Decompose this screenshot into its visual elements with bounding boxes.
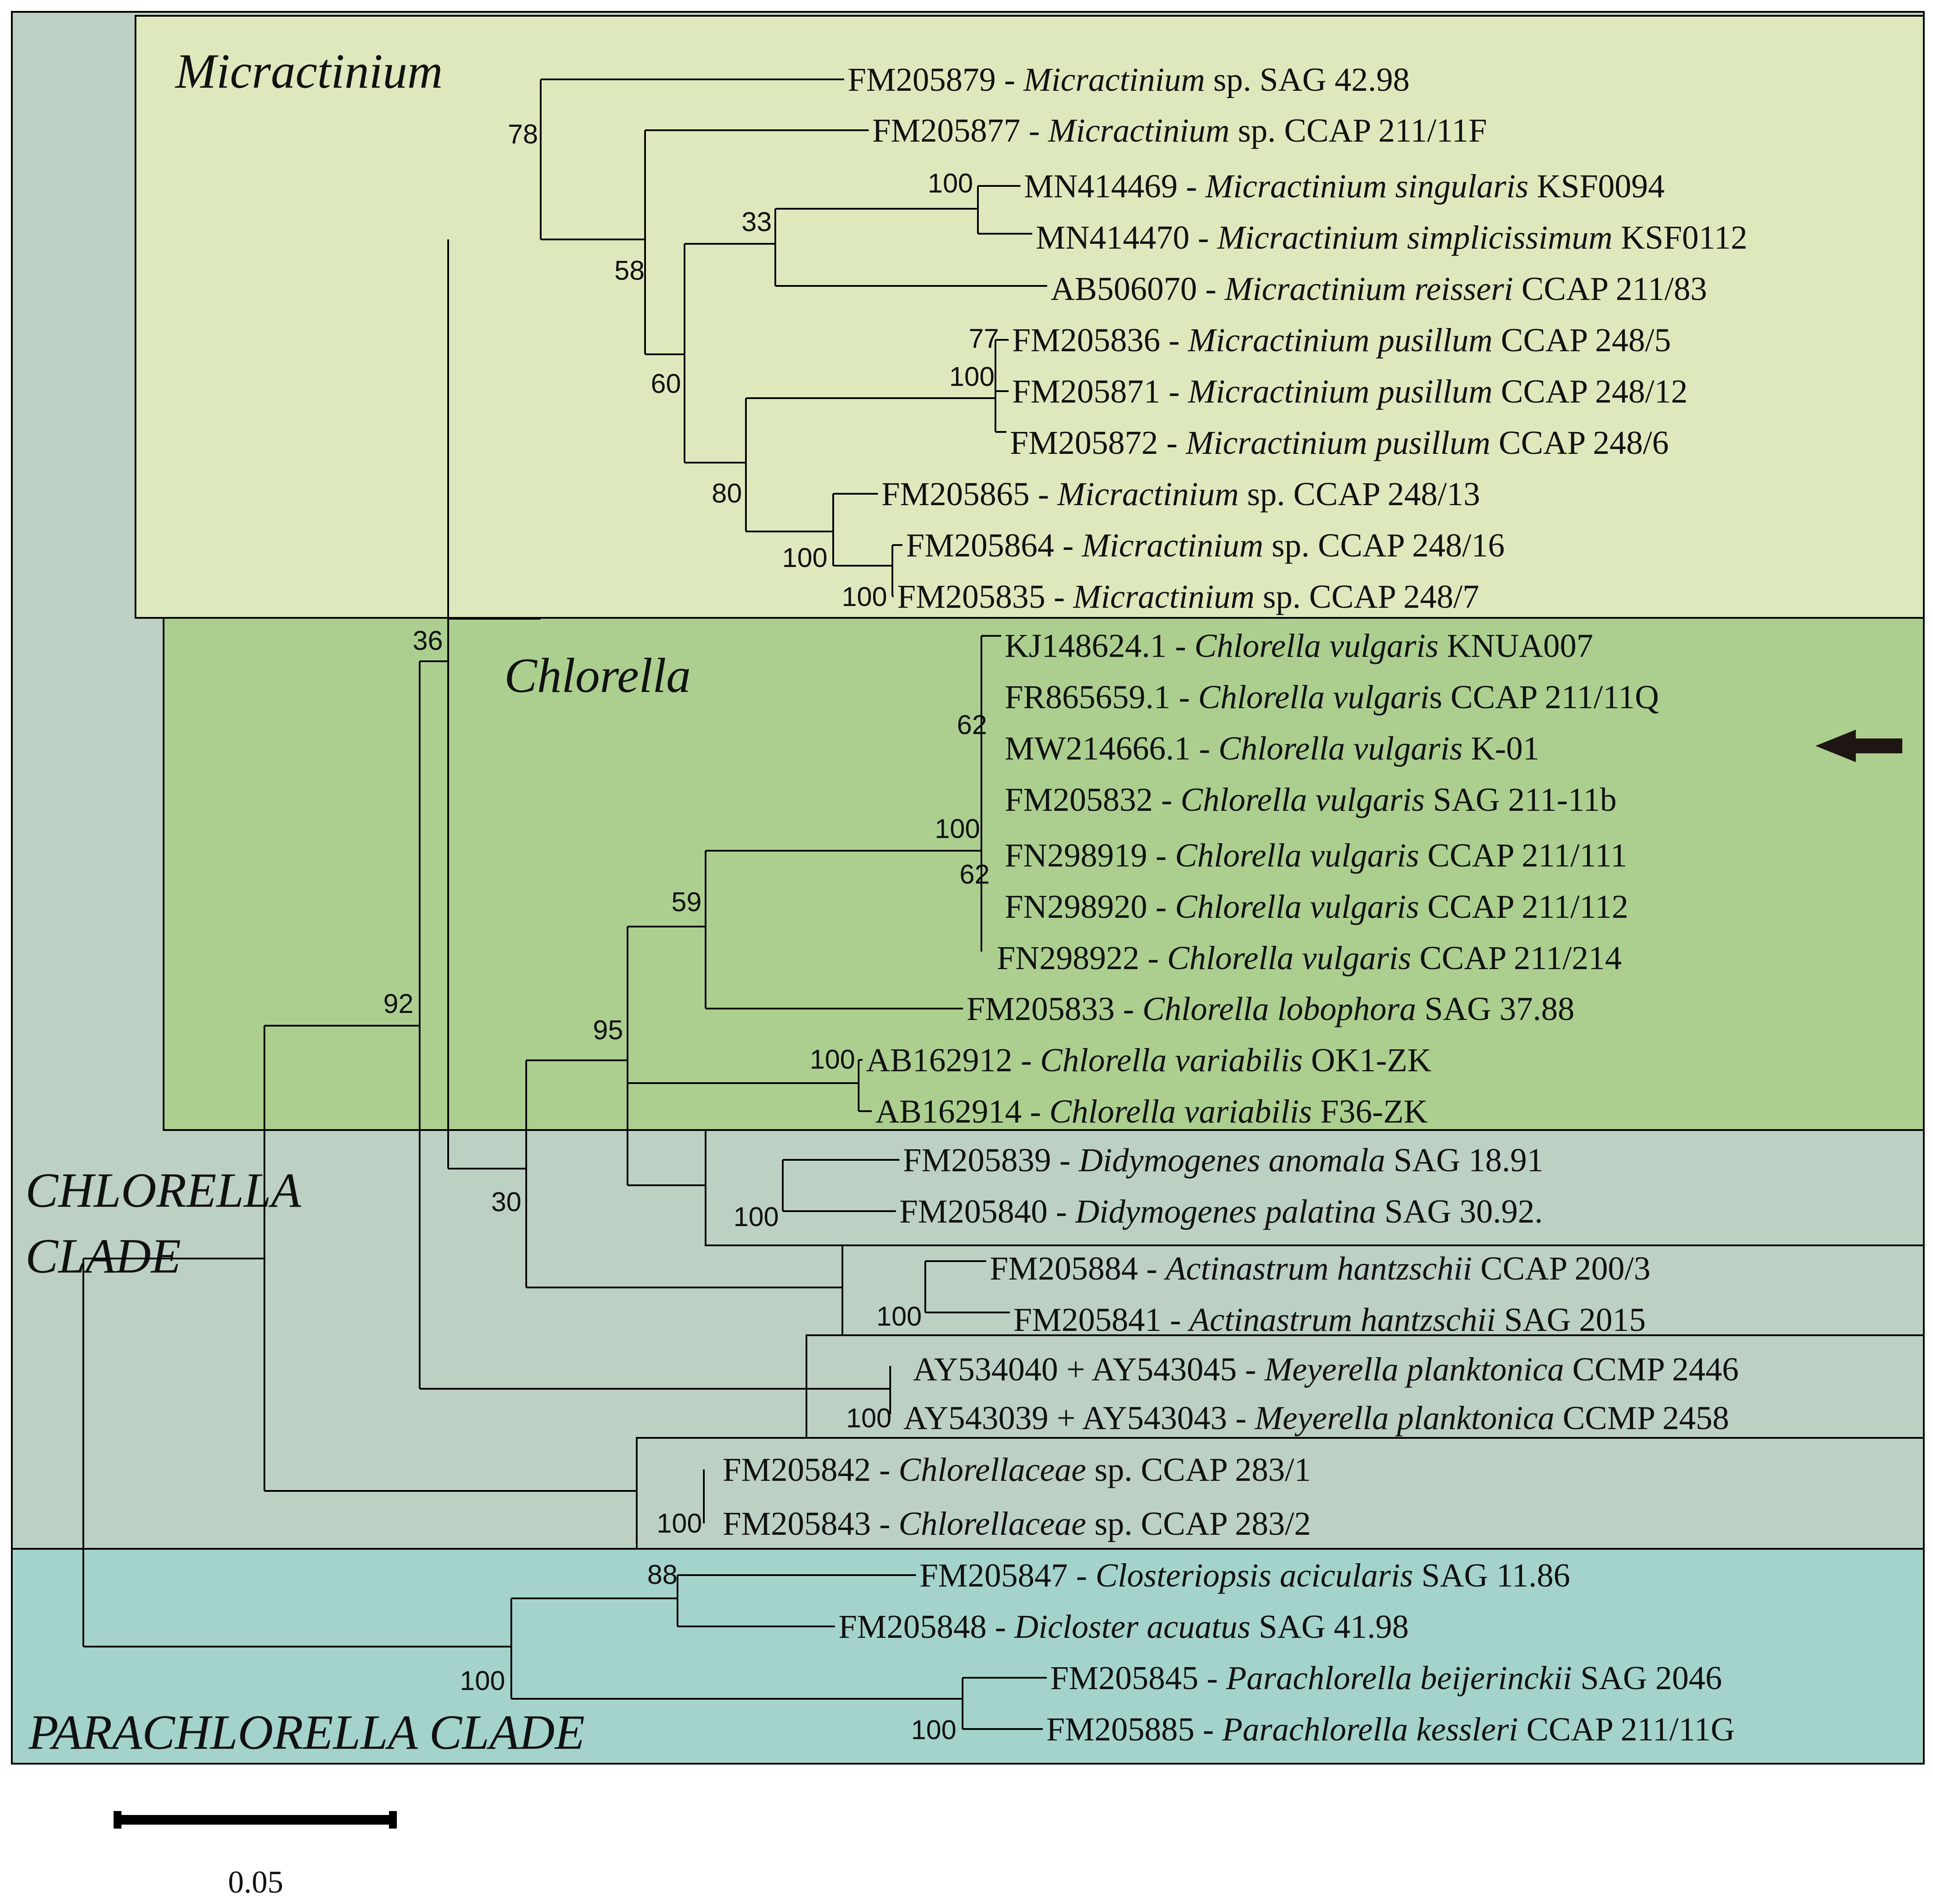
taxon-label: FR865659.1 - Chlorella vulgaris CCAP 211… [1005,679,1659,716]
taxon-label: FM205841 - Actinastrum hantzschii SAG 20… [1013,1301,1646,1338]
taxon-label: AY543039 + AY543043 - Meyerella plankton… [903,1400,1729,1437]
taxon-label: MN414469 - Micractinium singularis KSF00… [1024,168,1665,205]
bootstrap-value: 95 [593,1015,623,1045]
clade-label-chlorella-clade-1: CHLORELLA [25,1163,301,1218]
taxon-label: FM205872 - Micractinium pusillum CCAP 24… [1010,424,1669,461]
clade-label-chlorella-clade-2: CLADE [25,1229,181,1284]
taxon-label: FM205840 - Didymogenes palatina SAG 30.9… [899,1193,1543,1230]
clade-label-parachlorella-clade: PARACHLORELLA CLADE [28,1705,585,1760]
taxon-label: FN298919 - Chlorella vulgaris CCAP 211/1… [1005,837,1627,874]
taxon-label: FN298920 - Chlorella vulgaris CCAP 211/1… [1005,888,1628,925]
bootstrap-value: 36 [413,626,443,656]
bootstrap-value: 100 [810,1045,855,1075]
bootstrap-value: 58 [614,256,645,286]
scale-bar: 0.05 [114,1811,397,1900]
taxon-label: FM205833 - Chlorella lobophora SAG 37.88 [966,991,1574,1027]
bootstrap-value: 33 [742,207,772,237]
taxon-label: AB162912 - Chlorella variabilis OK1-ZK [866,1042,1431,1079]
taxon-label: FM205864 - Micractinium sp. CCAP 248/16 [906,527,1505,564]
chlorella-region [163,617,1925,1131]
bootstrap-value: 78 [508,119,538,150]
taxon-label: FM205871 - Micractinium pusillum CCAP 24… [1012,373,1688,410]
taxon-label: FN298922 - Chlorella vulgaris CCAP 211/2… [997,940,1622,977]
arrow-left-icon [1815,730,1902,762]
bootstrap-value: 100 [911,1715,956,1745]
taxon-label: KJ148624.1 - Chlorella vulgaris KNUA007 [1005,628,1593,664]
bootstrap-value: 100 [877,1301,922,1332]
bootstrap-value: 92 [383,989,414,1019]
bootstrap-value: 100 [460,1666,505,1696]
taxon-label: AB506070 - Micractinium reisseri CCAP 21… [1051,271,1707,307]
bootstrap-value: 77 [969,324,999,354]
clade-label-micractinium: Micractinium [175,44,443,99]
bootstrap-value: 30 [491,1187,521,1217]
bootstrap-value: 59 [671,887,702,917]
taxon-labels: FM205879 - Micractinium sp. SAG 42.98 FM2… [723,61,1748,1748]
taxon-label: FM205845 - Parachlorella beijerinckii SA… [1050,1660,1722,1697]
taxon-label: FM205839 - Didymogenes anomala SAG 18.91 [903,1142,1544,1179]
bootstrap-value: 62 [959,859,990,890]
taxon-label: MW214666.1 - Chlorella vulgaris K-01 [1005,730,1539,767]
bootstrap-value: 62 [957,710,987,740]
bootstrap-value: 100 [935,814,980,844]
clade-label-chlorella: Chlorella [504,649,691,703]
bootstrap-value: 60 [651,369,681,399]
taxon-label: FM205835 - Micractinium sp. CCAP 248/7 [897,578,1479,615]
bootstrap-value: 100 [657,1508,702,1539]
scale-bar-label: 0.05 [228,1865,283,1900]
taxon-label: FM205885 - Parachlorella kessleri CCAP 2… [1046,1711,1735,1748]
tree-branches [82,78,1047,1730]
taxon-label: FM205832 - Chlorella vulgaris SAG 211-11… [1005,781,1617,818]
bootstrap-value: 100 [846,1403,892,1433]
bootstrap-value: 100 [782,543,827,573]
taxon-label: FM205877 - Micractinium sp. CCAP 211/11F [872,112,1487,149]
taxon-label: MN414470 - Micractinium simplicissimum K… [1036,219,1748,256]
taxon-label: FM205848 - Diclоster acuatus SAG 41.98 [838,1608,1409,1645]
taxon-label: AB162914 - Chlorella variabilis F36-ZK [875,1093,1428,1130]
bootstrap-value: 100 [928,168,973,199]
taxon-label: FM205836 - Micractinium pusillum CCAP 24… [1012,322,1671,359]
taxon-label: FM205847 - Closteriopsis acicularis SAG … [920,1557,1570,1594]
taxon-label: FM205865 - Micractinium sp. CCAP 248/13 [881,476,1480,513]
bootstrap-values: 78 100 33 58 60 77 100 80 100 100 36 62 100 62 59 92 95 1… [383,119,999,1745]
bootstrap-value: 100 [734,1202,779,1232]
taxon-label: FM205884 - Actinastrum hantzschii CCAP 2… [990,1250,1651,1287]
taxon-label: AY534040 + AY543045 - Meyerella plankton… [913,1351,1739,1388]
parachlorella-clade-region [11,1548,1925,1765]
bootstrap-value: 80 [712,478,742,509]
taxon-label: FM205843 - Chlorellaceae sp. CCAP 283/2 [723,1505,1311,1542]
bootstrap-value: 88 [647,1560,678,1590]
bootstrap-value: 100 [949,362,995,392]
taxon-label: FM205842 - Chlorellaceae sp. CCAP 283/1 [723,1451,1311,1488]
taxon-label: FM205879 - Micractinium sp. SAG 42.98 [848,61,1409,98]
micractinium-region [135,15,1925,619]
bootstrap-value: 100 [842,582,887,612]
